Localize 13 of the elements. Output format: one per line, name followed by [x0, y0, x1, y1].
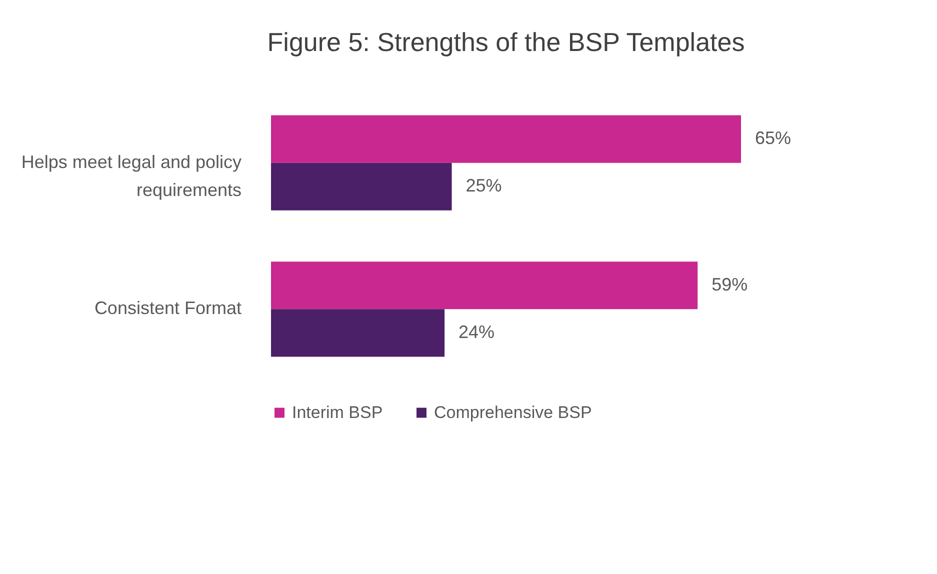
- data-label: 25%: [466, 176, 502, 196]
- bar: [271, 162, 452, 210]
- y-tick-label: Helps meet legal and policy requirements: [21, 152, 242, 200]
- bar: [271, 115, 741, 163]
- legend-label: Interim BSP: [292, 402, 383, 422]
- bar: [271, 262, 698, 310]
- chart-title: Figure 5: Strengths of the BSP Templates: [267, 27, 745, 57]
- y-tick-label: Consistent Format: [94, 298, 242, 318]
- data-label: 65%: [755, 128, 792, 148]
- data-label: 24%: [458, 322, 495, 342]
- bar: [271, 309, 445, 357]
- legend-label: Comprehensive BSP: [434, 402, 592, 422]
- data-label: 59%: [712, 274, 748, 294]
